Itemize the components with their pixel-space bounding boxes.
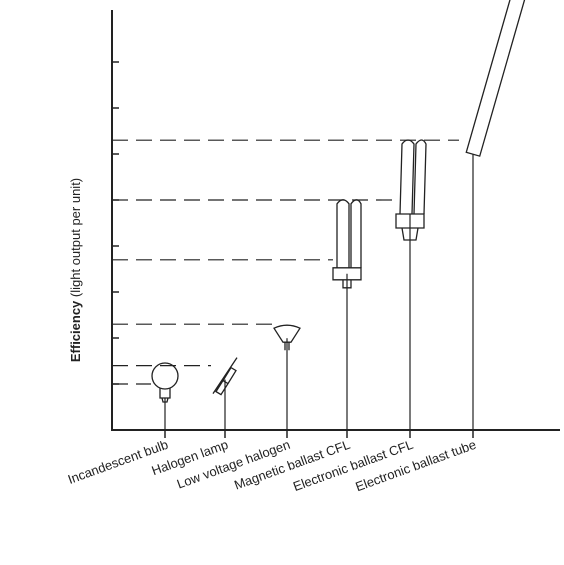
lamp-icon (466, 0, 529, 156)
y-axis-label: Efficiency (light output per unit) (68, 178, 83, 362)
lamp-outline (337, 200, 361, 268)
y-label-text: (light output per unit) (68, 178, 83, 297)
chart: Efficiency (light output per unit) Incan… (0, 0, 564, 560)
page: Efficiency (light output per unit) Incan… (0, 0, 564, 565)
lamp-icon (213, 358, 237, 395)
y-label-bold: Efficiency (68, 300, 83, 362)
bulb-glass (152, 363, 178, 389)
lamp-icon (396, 140, 426, 240)
tube-glass (466, 0, 529, 156)
lamp-outline (213, 358, 237, 395)
lamp-outline (400, 140, 426, 214)
lamp-icon (152, 363, 178, 402)
